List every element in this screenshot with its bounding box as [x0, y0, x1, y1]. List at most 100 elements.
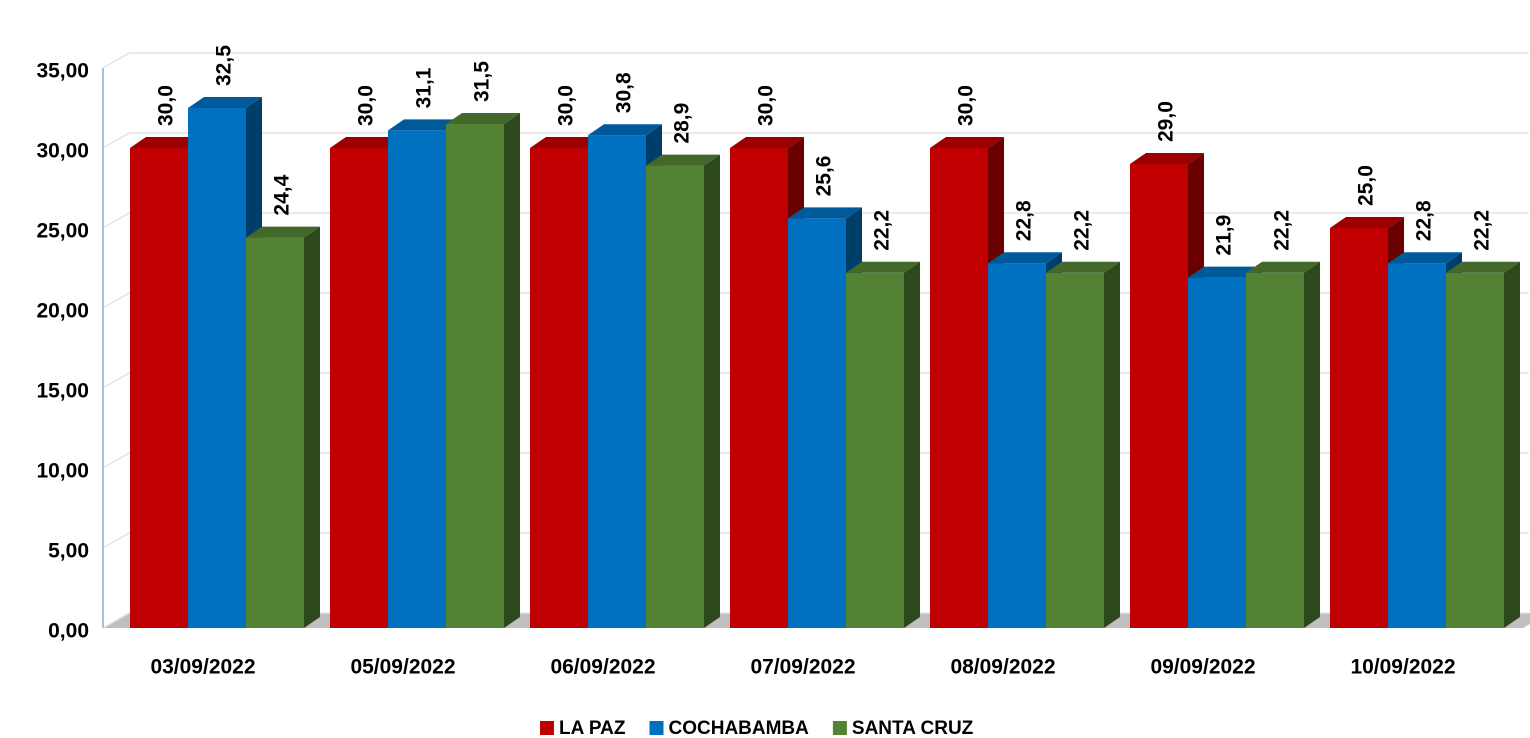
- value-label: 22,8: [1013, 200, 1036, 241]
- grid-side: [102, 132, 130, 149]
- bar: [388, 130, 446, 628]
- bar-top: [730, 137, 804, 148]
- value-label: 31,5: [471, 61, 494, 102]
- grid-side: [102, 532, 130, 549]
- value-label: 30,0: [355, 85, 378, 126]
- value-label: 29,0: [1155, 101, 1178, 142]
- value-label: 25,6: [813, 156, 836, 197]
- legend-swatch: [540, 721, 554, 735]
- bar-top: [246, 226, 320, 238]
- bar: [130, 148, 188, 628]
- bar: [330, 148, 388, 628]
- bar-top: [646, 154, 720, 166]
- bar: [1046, 272, 1104, 628]
- bar-top: [188, 97, 262, 108]
- bar: [1188, 277, 1246, 628]
- y-tick-label: 5,00: [48, 540, 89, 563]
- value-label: 22,8: [1413, 200, 1436, 241]
- bar-top: [388, 119, 462, 131]
- grid-side: [102, 452, 130, 469]
- legend-swatch: [649, 721, 664, 735]
- bar-side: [904, 261, 920, 628]
- value-label: 25,0: [1355, 165, 1378, 206]
- bar: [846, 272, 904, 628]
- value-label: 30,0: [755, 85, 778, 126]
- value-label: 22,2: [1271, 210, 1294, 251]
- bar: [788, 218, 846, 628]
- bar-top: [930, 137, 1004, 148]
- bar-side: [504, 113, 520, 628]
- x-tick-label: 07/09/2022: [750, 656, 855, 679]
- bar: [988, 263, 1046, 628]
- bar-side: [704, 154, 720, 628]
- legend-swatch: [832, 721, 847, 735]
- y-tick-label: 10,00: [36, 460, 89, 483]
- value-label: 30,8: [613, 72, 636, 113]
- value-label: 22,2: [1071, 210, 1094, 251]
- grid-side: [102, 212, 130, 229]
- value-label: 22,2: [871, 210, 894, 251]
- bar: [530, 148, 588, 628]
- value-label: 30,0: [555, 85, 578, 126]
- legend-label: SANTA CRUZ: [852, 718, 974, 738]
- grid-side: [102, 292, 130, 309]
- x-tick-label: 10/09/2022: [1350, 656, 1455, 679]
- grid-side: [102, 612, 130, 629]
- bar: [1246, 272, 1304, 628]
- value-label: 31,1: [413, 67, 436, 108]
- bar: [1130, 164, 1188, 628]
- bar-side: [304, 226, 320, 628]
- bar-top: [1330, 217, 1404, 228]
- bar-top: [446, 113, 520, 124]
- x-tick-label: 06/09/2022: [550, 656, 655, 679]
- value-label: 32,5: [213, 45, 236, 86]
- bar-top: [846, 261, 920, 273]
- bar: [446, 124, 504, 628]
- value-label: 30,0: [155, 85, 178, 126]
- legend-label: LA PAZ: [559, 718, 626, 738]
- grid-side: [102, 52, 130, 69]
- y-tick-label: 25,00: [36, 220, 89, 243]
- y-tick-label: 30,00: [36, 140, 89, 163]
- bar-top: [1246, 261, 1320, 273]
- value-label: 21,9: [1213, 215, 1236, 256]
- value-label: 22,2: [1471, 210, 1494, 251]
- grid-side: [102, 372, 130, 389]
- x-tick-label: 08/09/2022: [950, 656, 1055, 679]
- bar-top: [1188, 266, 1262, 278]
- bar: [646, 165, 704, 628]
- bar: [588, 135, 646, 628]
- bar-top: [130, 137, 204, 148]
- bar-top: [1046, 261, 1120, 273]
- y-tick-label: 35,00: [36, 60, 89, 83]
- bar: [930, 148, 988, 628]
- y-tick-label: 15,00: [36, 380, 89, 403]
- y-tick-label: 20,00: [36, 300, 89, 323]
- legend-label: COCHABAMBA: [669, 718, 810, 738]
- bar-top: [588, 124, 662, 136]
- x-tick-label: 09/09/2022: [1150, 656, 1255, 679]
- bar-side: [1504, 261, 1520, 628]
- bar: [730, 148, 788, 628]
- value-label: 30,0: [955, 85, 978, 126]
- bar: [1446, 272, 1504, 628]
- bar-top: [988, 252, 1062, 264]
- value-label: 28,9: [671, 103, 694, 144]
- bar-top: [788, 207, 862, 219]
- bar: [246, 237, 304, 628]
- bar-side: [1304, 261, 1320, 628]
- bar: [1330, 228, 1388, 628]
- bar-top: [1388, 252, 1462, 264]
- value-label: 24,4: [271, 174, 294, 215]
- y-tick-label: 0,00: [48, 620, 89, 643]
- x-tick-label: 03/09/2022: [150, 656, 255, 679]
- bar-top: [330, 137, 404, 148]
- bar-top: [530, 137, 604, 148]
- bar-side: [1104, 261, 1120, 628]
- bar-top: [1130, 153, 1204, 164]
- bar: [188, 108, 246, 628]
- x-tick-label: 05/09/2022: [350, 656, 455, 679]
- bar: [1388, 263, 1446, 628]
- bar-top: [1446, 261, 1520, 273]
